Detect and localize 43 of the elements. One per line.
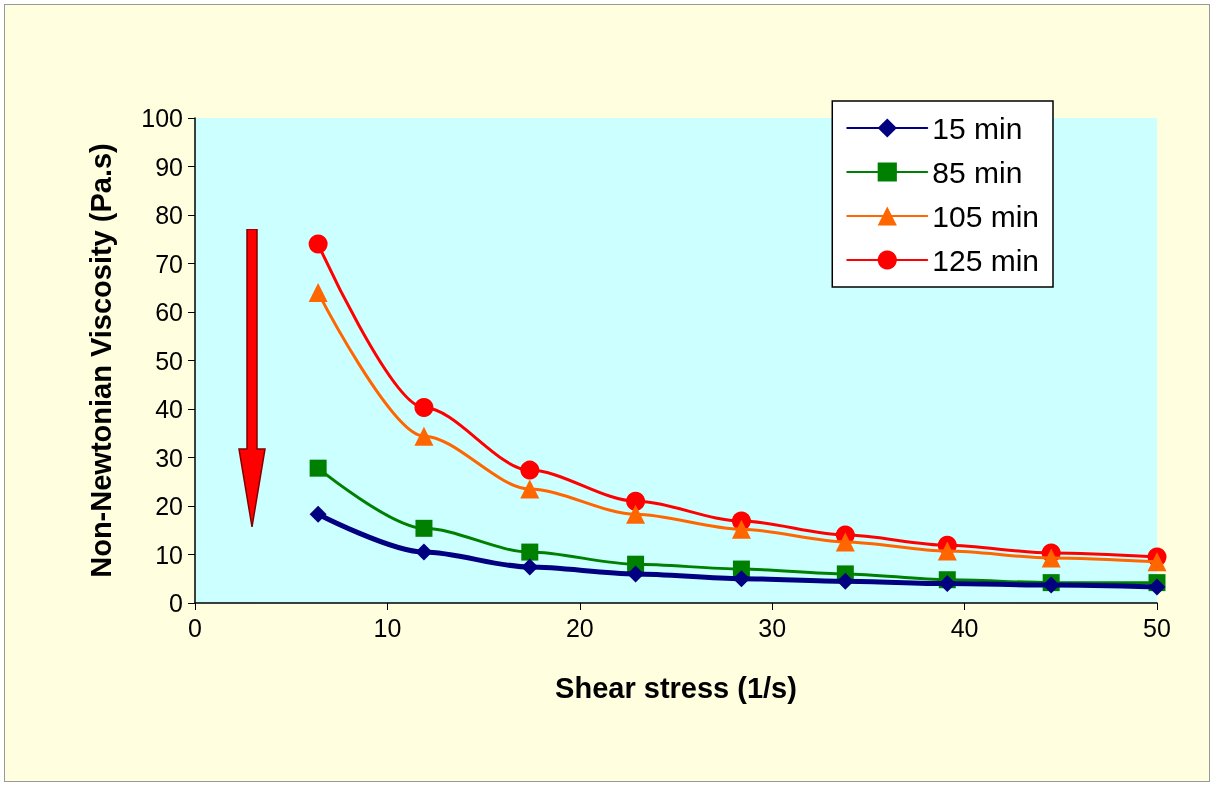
- y-tick-label: 60: [155, 298, 183, 326]
- point: [308, 234, 328, 254]
- y-tick-label: 10: [155, 540, 183, 569]
- x-tick-label: 30: [758, 613, 787, 642]
- point: [1148, 578, 1166, 596]
- point: [309, 505, 327, 523]
- y-tick-label: 100: [141, 104, 183, 132]
- point: [309, 459, 327, 477]
- x-tick-label: 20: [565, 613, 594, 642]
- point: [520, 460, 540, 480]
- y-tick-label: 20: [155, 492, 183, 520]
- y-axis-title: Non-Newtonian Viscosity (Pa.s): [84, 143, 117, 578]
- point: [308, 283, 328, 303]
- point: [626, 504, 646, 524]
- y-tick-label: 50: [155, 346, 183, 375]
- point: [415, 519, 433, 537]
- point: [414, 398, 434, 418]
- point: [520, 479, 540, 499]
- y-tick-label: 70: [155, 249, 183, 278]
- point: [1147, 552, 1167, 572]
- point: [836, 572, 854, 590]
- y-tick-label: 0: [169, 589, 183, 617]
- point: [835, 532, 855, 552]
- x-tick-label: 50: [1143, 613, 1171, 642]
- x-tick-label: 40: [950, 613, 979, 642]
- y-tick-label: 30: [155, 443, 183, 472]
- x-tick-label: 0: [188, 613, 202, 642]
- x-axis-title: Shear stress (1/s): [555, 671, 797, 704]
- x-tick-label: 10: [373, 613, 402, 642]
- point: [937, 541, 957, 561]
- point: [731, 519, 751, 539]
- point: [626, 491, 646, 511]
- legend-label: 85 min: [932, 155, 1023, 189]
- point: [1041, 548, 1061, 568]
- y-tick-label: 90: [155, 152, 183, 181]
- point: [415, 543, 433, 561]
- legend-label: 105 min: [932, 199, 1040, 233]
- legend-label: 15 min: [932, 111, 1023, 145]
- point: [414, 426, 434, 446]
- legend-label: 125 min: [932, 243, 1040, 277]
- y-tick-label: 80: [155, 201, 183, 229]
- point: [521, 543, 539, 561]
- y-tick-label: 40: [155, 395, 183, 423]
